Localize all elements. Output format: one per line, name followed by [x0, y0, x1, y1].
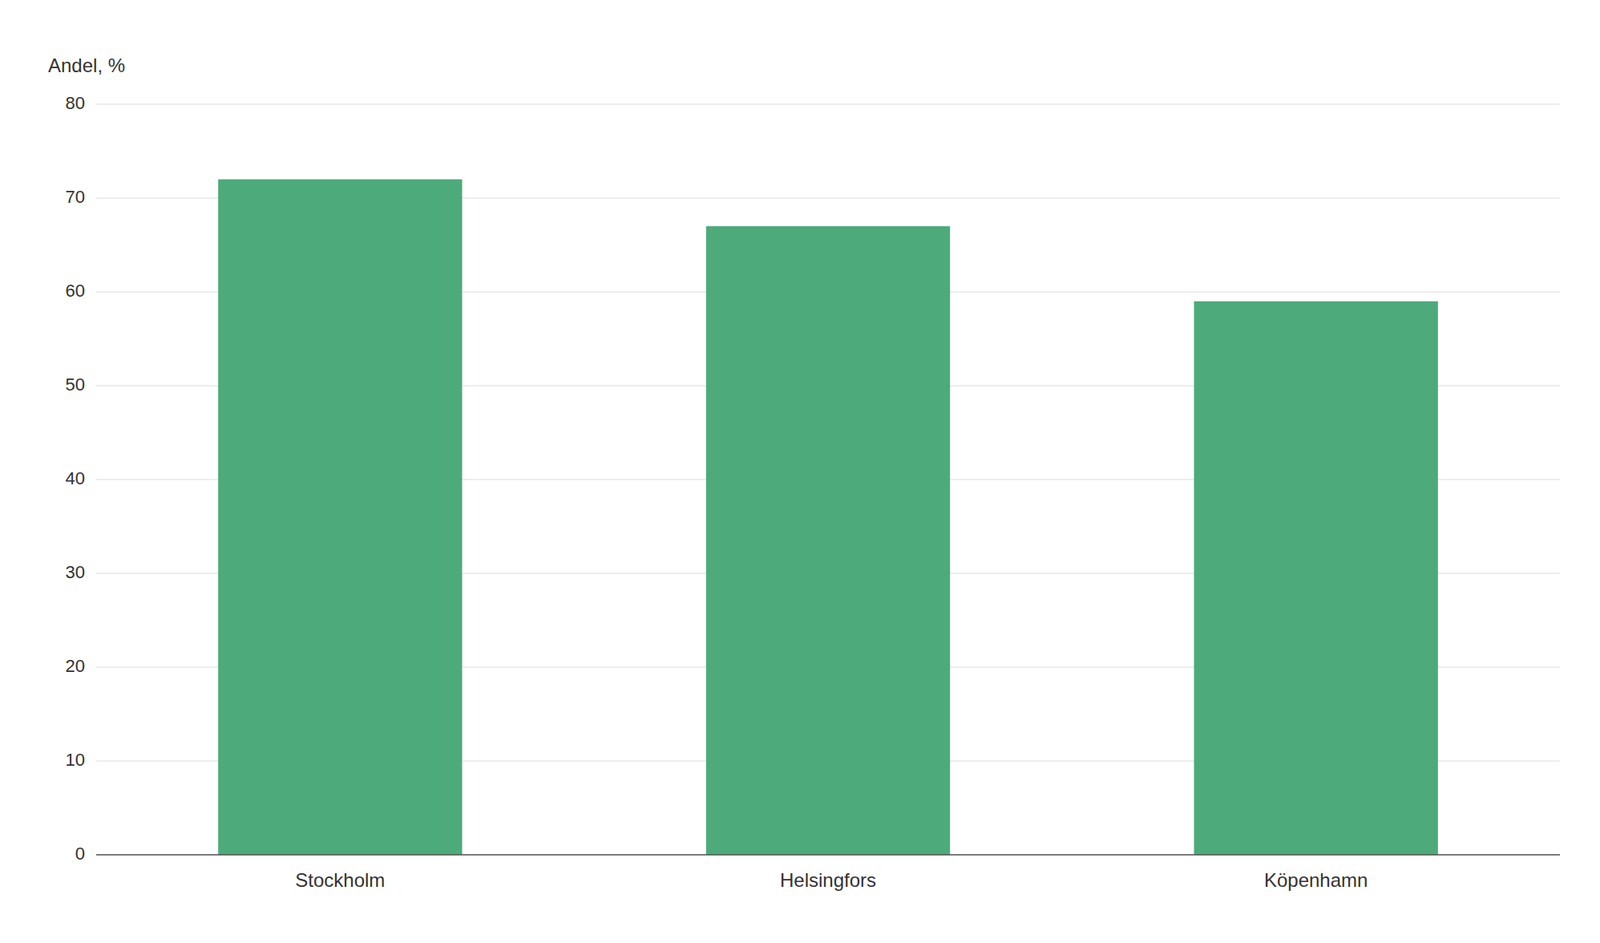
grid-line	[96, 104, 1560, 106]
y-tick-label: 40	[65, 468, 85, 489]
y-tick-label: 20	[65, 655, 85, 676]
y-grid	[96, 104, 1560, 855]
x-tick-labels: Stockholm Helsingfors Köpenhamn	[294, 868, 1368, 891]
y-tick-label: 50	[65, 374, 85, 395]
y-tick-label: 30	[65, 561, 85, 582]
x-tick-label: Köpenhamn	[1264, 868, 1368, 891]
y-tick-label: 10	[65, 749, 85, 770]
x-tick-label: Stockholm	[294, 868, 385, 891]
bar	[218, 179, 462, 855]
page: {"chart_data": {"type": "bar", "ylabel":…	[0, 0, 1600, 943]
chart-container: 0 10 20 30 40 50 60 70 80 Stockholm Helsingfors Köp…	[0, 0, 1600, 943]
x-tick-label: Helsingfors	[779, 868, 877, 891]
chart-svg: 0 10 20 30 40 50 60 70 80 Stockholm Helsingfors Köp…	[0, 0, 1600, 943]
bars	[218, 179, 1439, 855]
bar	[1194, 301, 1439, 855]
y-tick-label: 60	[65, 280, 85, 301]
bar	[706, 226, 950, 855]
y-axis-label: Andel, %	[48, 54, 126, 77]
y-tick-labels: 0 10 20 30 40 50 60 70 80	[65, 92, 85, 864]
grid-line	[96, 854, 1560, 856]
y-tick-label: 80	[65, 92, 85, 114]
y-tick-label: 70	[65, 186, 85, 207]
y-tick-label: 0	[75, 843, 85, 864]
x-axis-line	[96, 853, 1560, 856]
